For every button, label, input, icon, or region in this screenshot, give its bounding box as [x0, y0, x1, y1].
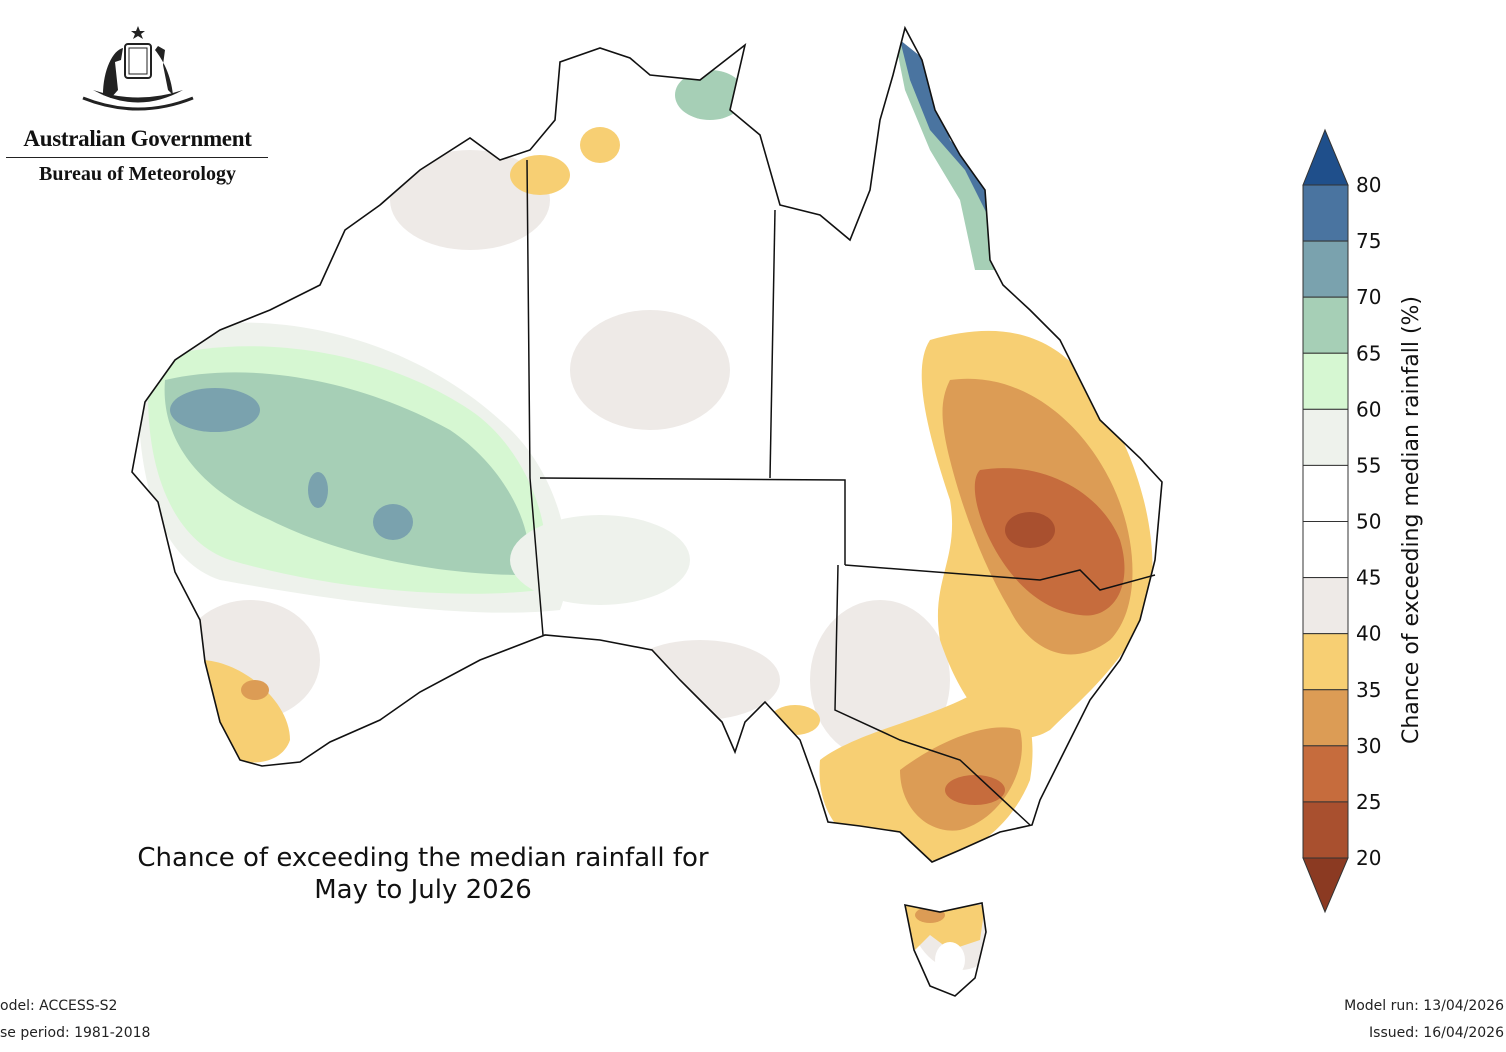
org-subname: Bureau of Meteorology — [38, 163, 236, 185]
colorbar-tick-label: 75 — [1356, 229, 1381, 253]
colorbar-segment — [1302, 633, 1349, 691]
colorbar-segment — [1302, 745, 1349, 803]
colorbar: 80 75 70 65 60 55 50 45 40 35 30 25 20 Chance of exc… — [1302, 128, 1424, 914]
colorbar-over-arrow — [1302, 128, 1349, 186]
model-name: odel: ACCESS-S2 — [0, 998, 118, 1014]
colorbar-tick-label: 35 — [1356, 678, 1381, 702]
colorbar-segment — [1302, 240, 1349, 298]
colorbar-segment — [1302, 464, 1349, 522]
map-title-line2: May to July 2026 — [314, 875, 532, 905]
colorbar-segment — [1302, 521, 1349, 579]
divider — [6, 157, 268, 158]
state-borders — [526, 159, 1156, 826]
colorbar-tick-label: 65 — [1356, 341, 1381, 365]
colorbar-segment — [1302, 801, 1349, 859]
colorbar-segment — [1302, 577, 1349, 635]
org-name: Australian Government — [23, 126, 252, 151]
bom-logo: Australian Government Bureau of Meteorol… — [0, 20, 275, 186]
colorbar-tick-label: 45 — [1356, 566, 1381, 590]
colorbar-tick-label: 50 — [1356, 510, 1381, 534]
colorbar-segment — [1302, 408, 1349, 466]
colorbar-under-arrow — [1302, 857, 1349, 914]
model-run-date: Model run: 13/04/2026 — [1344, 998, 1504, 1014]
colorbar-tick-label: 25 — [1356, 790, 1381, 814]
colorbar-segment — [1302, 184, 1349, 242]
base-period: se period: 1981-2018 — [0, 1025, 151, 1041]
colorbar-segment — [1302, 296, 1349, 354]
colorbar-tick-label: 60 — [1356, 397, 1381, 421]
colorbar-tick-label: 20 — [1356, 846, 1381, 870]
coat-of-arms-icon — [81, 26, 194, 111]
colorbar-tick-label: 30 — [1356, 734, 1381, 758]
colorbar-tick-label: 80 — [1356, 173, 1381, 197]
map-title-line1: Chance of exceeding the median rainfall … — [137, 843, 709, 873]
issued-date: Issued: 16/04/2026 — [1369, 1025, 1504, 1041]
colorbar-tick-label: 70 — [1356, 285, 1381, 309]
colorbar-label: Chance of exceeding median rainfall (%) — [1399, 296, 1424, 744]
colorbar-tick-label: 55 — [1356, 453, 1381, 477]
colorbar-segment — [1302, 689, 1349, 747]
colorbar-segment — [1302, 352, 1349, 410]
colorbar-tick-label: 40 — [1356, 622, 1381, 646]
